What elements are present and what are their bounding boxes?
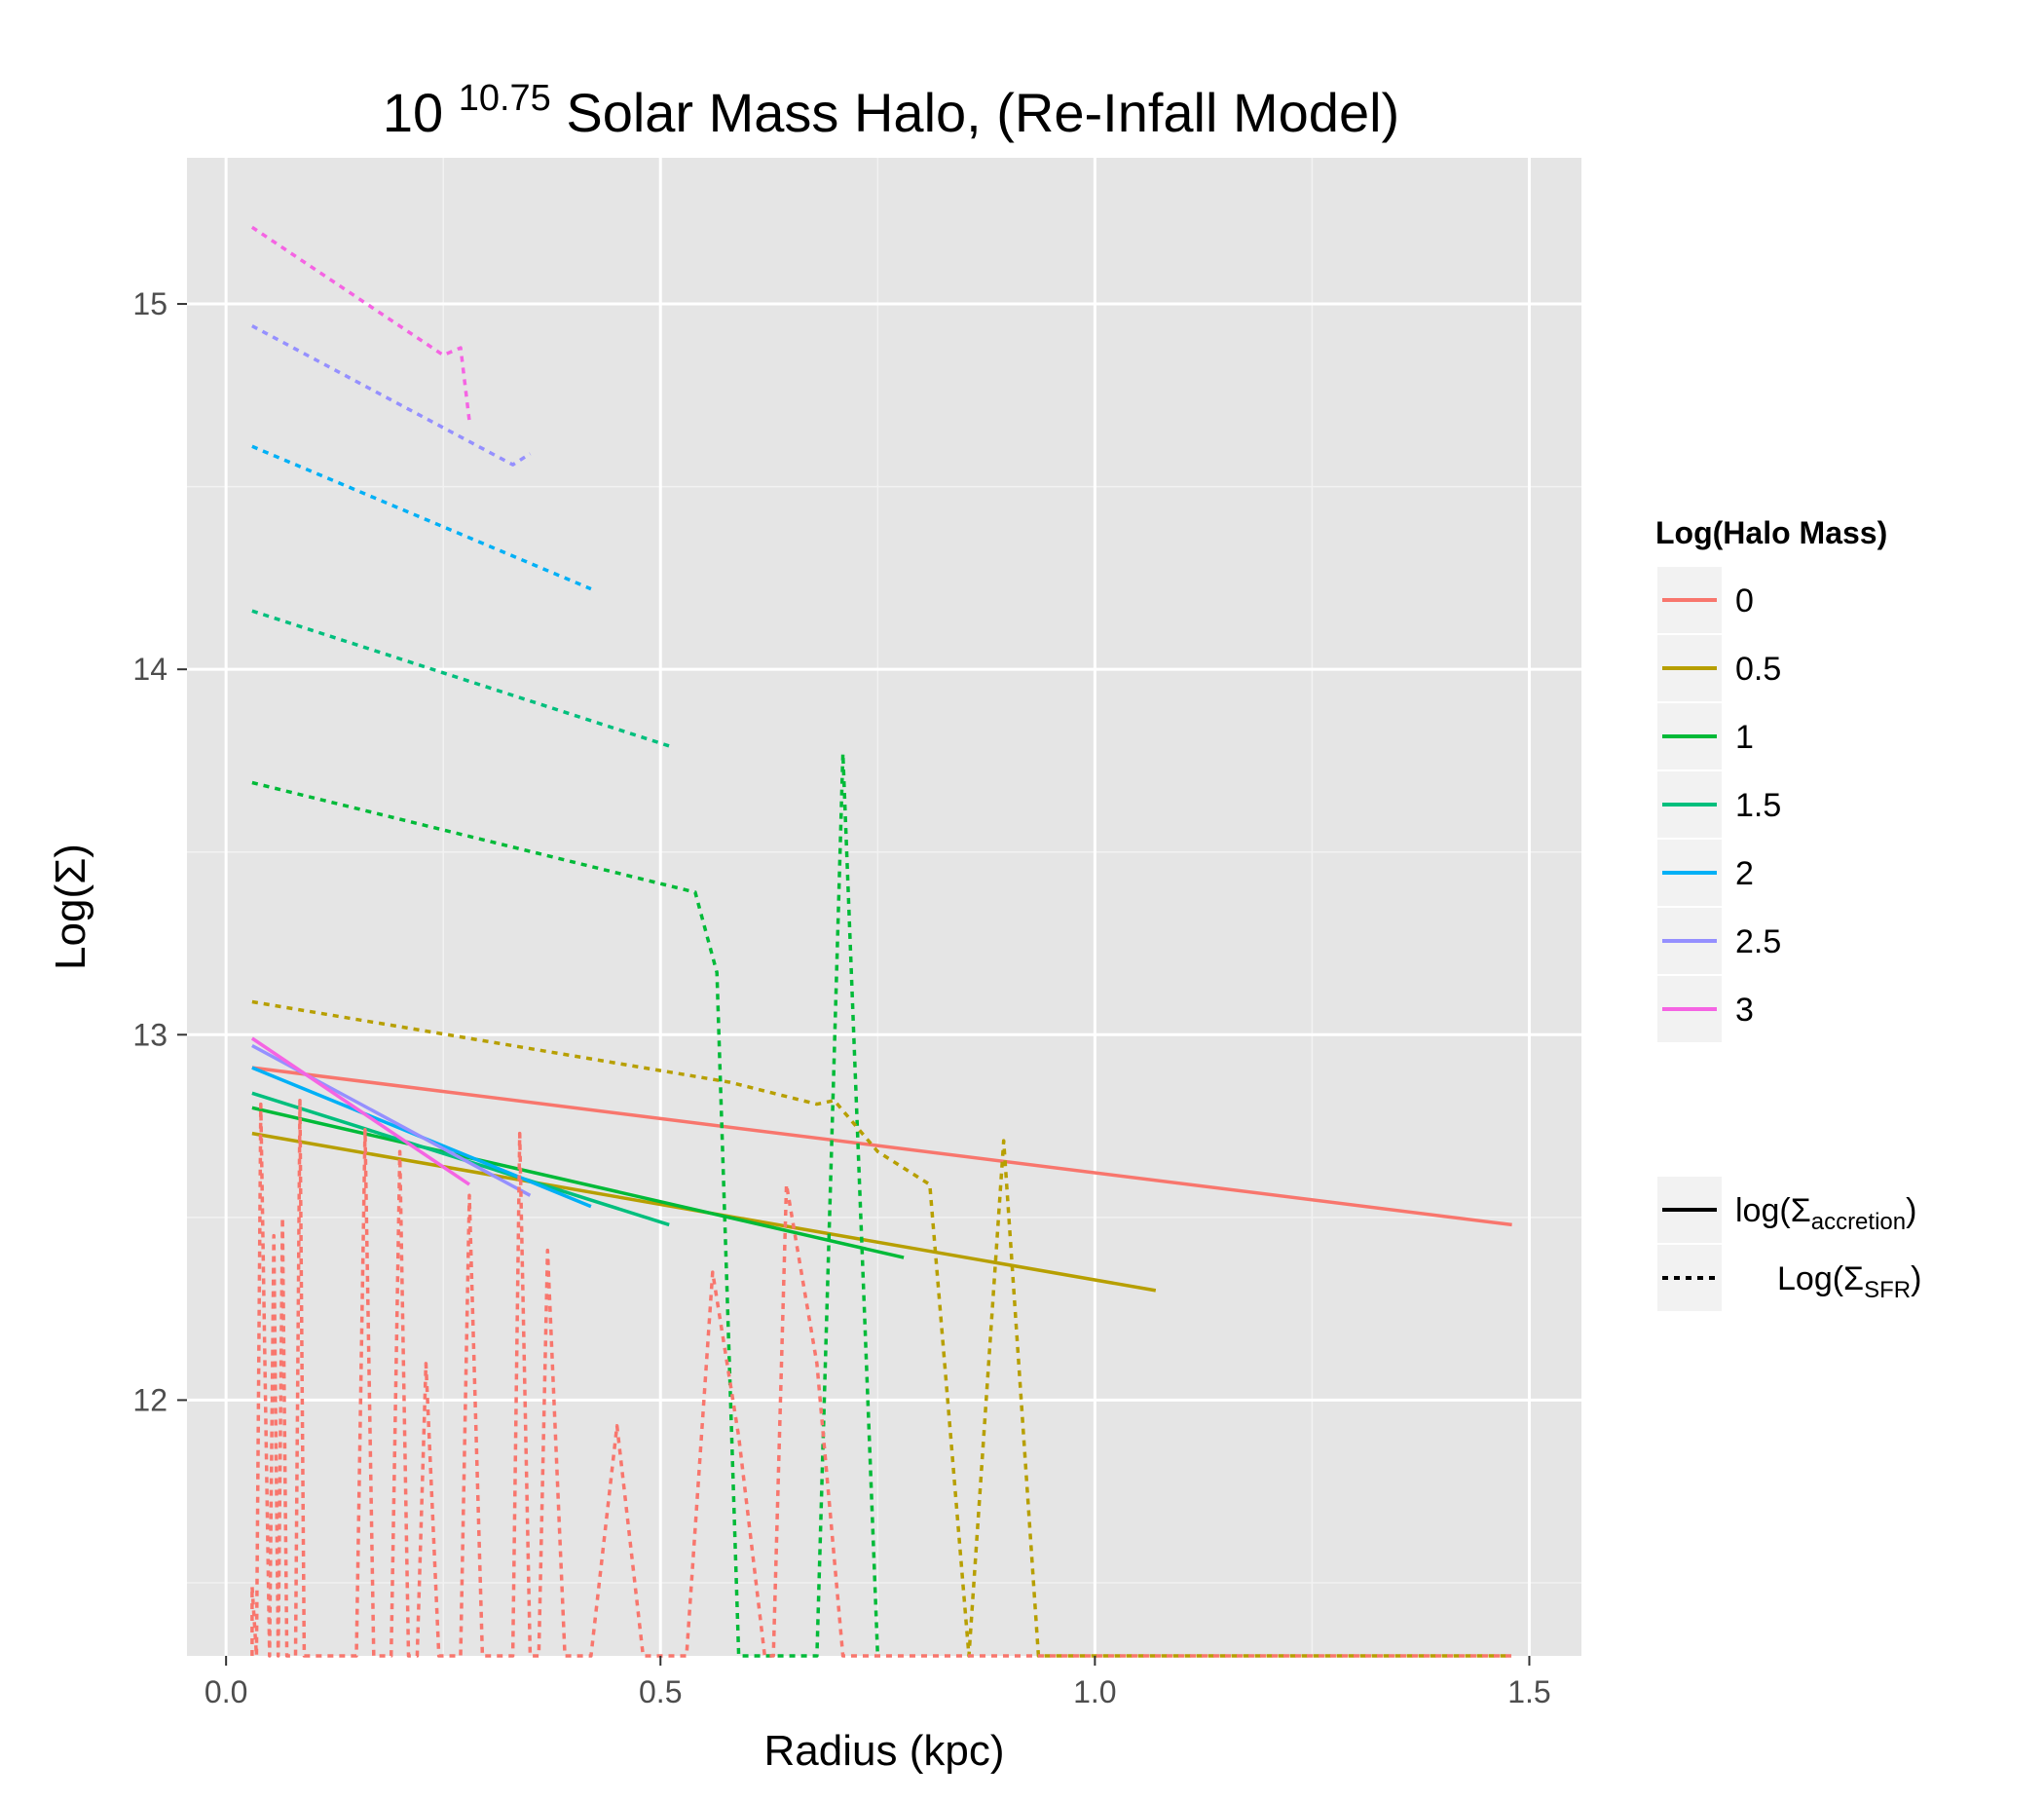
chart-title-text: Solar Mass Halo, (Re-Infall Model) [551,82,1399,143]
series-line-dashed-3 [250,225,471,422]
legend-label: 0.5 [1735,651,1781,688]
legend-label-subscript: accretion [1811,1209,1906,1235]
y-axis-title: Log(Σ) [47,844,94,970]
legend-label-end: ) [1906,1192,1916,1229]
legend-label: 1.5 [1735,787,1781,824]
series-line-dashed-1 [251,751,880,1658]
series-line-dashed-0 [250,1099,1512,1658]
legend-label: 1 [1735,719,1754,756]
legend-label: 2 [1735,855,1754,892]
legend-label-subscript: SFR [1864,1277,1911,1303]
series-line-dashed-1-5 [251,609,670,748]
chart-title: 10 10.75 Solar Mass Halo, (Re-Infall Mod… [383,78,1399,143]
x-tick-label: 0.5 [639,1674,682,1709]
axes-layer: 0.0 0.5 1.0 1.5 12 13 14 15 [132,286,1550,1709]
legend-label: Log(ΣSFR) [1777,1260,1921,1303]
series-line-dashed-0-5 [251,999,1512,1658]
chart-title-base: 10 [383,82,459,143]
series-layer [250,225,1512,1658]
series-line-dashed-2 [251,444,592,591]
legend-label-end: ) [1911,1260,1921,1297]
x-tick-label: 0.0 [204,1674,247,1709]
legend-title: Log(Halo Mass) [1655,515,1887,550]
x-axis-title: Radius (kpc) [764,1727,1005,1775]
grid-major [187,158,1581,1656]
y-tick-label: 14 [132,652,167,687]
legend: Log(Halo Mass) 0 0.5 1 1.5 2 2.5 3 log(Σaccretio… [1655,515,1921,1311]
legend-label: log(Σaccretion) [1735,1192,1916,1235]
series-line-solid-1 [251,1106,905,1259]
y-tick-label: 12 [132,1382,167,1417]
chart-title-exponent: 10.75 [459,78,551,119]
x-tick-label: 1.0 [1073,1674,1116,1709]
series-line-dashed-2-5 [251,324,532,467]
legend-label-base: Log(Σ [1777,1260,1864,1297]
y-tick-label: 13 [132,1017,167,1052]
plot-panel [187,158,1581,1656]
legend-label: 3 [1735,992,1754,1029]
x-tick-label: 1.5 [1507,1674,1550,1709]
legend-label: 2.5 [1735,923,1781,960]
y-tick-label: 15 [132,286,167,321]
series-line-solid-0 [251,1066,1512,1227]
legend-label-base: log(Σ [1735,1192,1811,1229]
legend-label: 0 [1735,582,1754,619]
series-line-solid-3 [250,1036,470,1186]
